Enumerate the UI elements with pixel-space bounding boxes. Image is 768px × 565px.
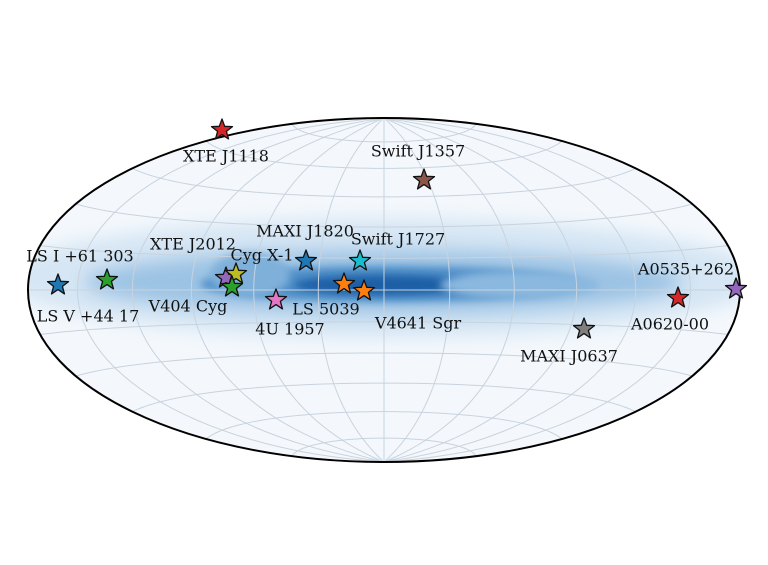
source-marker bbox=[412, 168, 436, 190]
source-label: MAXI J1820 bbox=[256, 222, 354, 241]
parallel bbox=[75, 352, 693, 377]
source-label: LS I +61 303 bbox=[26, 247, 133, 266]
parallel bbox=[75, 203, 693, 228]
parallel bbox=[205, 411, 563, 440]
source-marker bbox=[666, 286, 690, 308]
source-label: 4U 1957 bbox=[255, 320, 324, 339]
source-label: XTE J2012 bbox=[150, 235, 236, 254]
parallel bbox=[291, 437, 477, 457]
parallel bbox=[40, 321, 728, 336]
parallel bbox=[40, 244, 728, 259]
parallel bbox=[291, 123, 477, 143]
parallel bbox=[132, 382, 636, 413]
source-marker bbox=[46, 273, 70, 295]
source-marker bbox=[724, 277, 748, 299]
source-label: Swift J1727 bbox=[351, 230, 445, 249]
source-marker bbox=[294, 249, 318, 271]
source-marker bbox=[352, 279, 376, 301]
source-marker bbox=[572, 317, 596, 339]
parallel bbox=[132, 167, 636, 198]
source-label: Cyg X-1 bbox=[230, 246, 293, 265]
source-label: LS 5039 bbox=[292, 300, 359, 319]
source-marker bbox=[264, 288, 288, 310]
source-label: XTE J1118 bbox=[183, 147, 269, 166]
parallel bbox=[205, 140, 563, 169]
source-marker bbox=[332, 272, 356, 294]
source-label: V404 Cyg bbox=[148, 297, 228, 316]
source-marker bbox=[348, 249, 372, 271]
source-label: A0535+262 bbox=[637, 260, 734, 279]
source-label: Swift J1357 bbox=[371, 142, 465, 161]
source-marker bbox=[224, 262, 248, 284]
graticule bbox=[28, 118, 740, 462]
source-label: A0620-00 bbox=[630, 315, 709, 334]
source-marker bbox=[220, 275, 244, 297]
source-label: V4641 Sgr bbox=[374, 314, 462, 333]
source-marker bbox=[95, 268, 119, 290]
source-label: LS V +44 17 bbox=[37, 307, 140, 326]
source-label: MAXI J0637 bbox=[520, 347, 618, 366]
source-marker bbox=[210, 118, 234, 140]
